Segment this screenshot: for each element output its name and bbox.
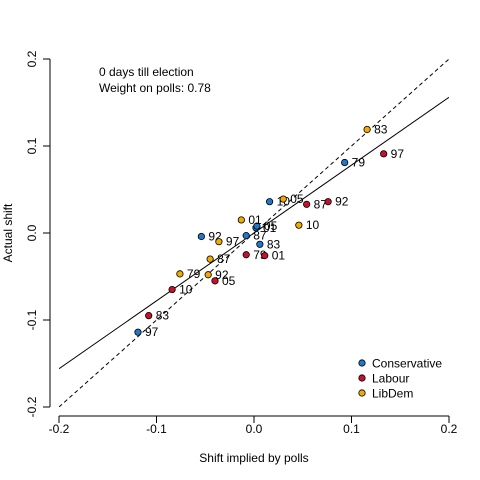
lines — [59, 59, 449, 407]
x-tick-label: 0.1 — [343, 422, 360, 436]
annotation-days: 0 days till election — [99, 65, 194, 79]
points: 9792878301051079831005790187929779928797… — [134, 122, 405, 339]
point-label: 92 — [215, 268, 229, 282]
x-tick-label: -0.2 — [49, 422, 70, 436]
point-label: 87 — [253, 229, 267, 243]
y-tick-label: 0.0 — [25, 224, 39, 241]
y-axis-label: Actual shift — [1, 203, 15, 262]
data-point — [256, 240, 264, 248]
data-point — [265, 198, 274, 206]
legend-marker — [358, 389, 366, 397]
point-label: 83 — [267, 237, 281, 251]
data-point — [237, 216, 245, 224]
data-point — [242, 232, 250, 240]
x-tick-label: 0.0 — [246, 422, 263, 436]
point-label: 05 — [222, 274, 236, 288]
data-point — [176, 270, 184, 278]
point-label: 92 — [335, 195, 349, 209]
legend-label: LibDem — [372, 387, 413, 401]
point-label: 05 — [264, 219, 278, 233]
point-label: 05 — [290, 192, 304, 206]
point-label: 10 — [306, 218, 320, 232]
point-label: 97 — [145, 325, 159, 339]
point-label: 97 — [391, 147, 405, 161]
data-point — [168, 285, 176, 294]
data-point — [341, 158, 349, 167]
data-point — [253, 222, 261, 230]
legend-marker — [358, 359, 366, 367]
x-tick-label: 0.2 — [441, 422, 458, 436]
x-axis-label: Shift implied by polls — [199, 451, 308, 465]
data-point — [380, 150, 388, 158]
y-tick-label: 0.2 — [25, 50, 39, 67]
data-point — [279, 195, 287, 203]
point-label: 01 — [272, 249, 286, 263]
data-point — [145, 312, 153, 320]
data-point — [261, 252, 269, 260]
point-label: 01 — [263, 221, 277, 235]
data-point — [242, 251, 250, 259]
x-tick-label: -0.1 — [146, 422, 167, 436]
data-point — [295, 221, 303, 229]
point-label: 10 — [179, 283, 193, 297]
annotation-weight: Weight on polls: 0.78 — [99, 81, 211, 95]
point-label: 87 — [314, 197, 328, 211]
data-point — [197, 232, 205, 241]
data-point — [363, 125, 371, 134]
point-label: 79 — [352, 156, 366, 170]
y-tick-label: -0.1 — [25, 309, 39, 330]
legend-marker — [358, 374, 366, 382]
y-tick-label: -0.2 — [25, 396, 39, 417]
point-label: 79 — [187, 267, 201, 281]
point-label: 87 — [217, 252, 231, 266]
data-point — [303, 200, 311, 208]
data-point — [324, 198, 332, 206]
data-point — [206, 255, 214, 263]
y-tick-label: 0.1 — [25, 137, 39, 154]
data-point — [211, 277, 219, 285]
point-label: 97 — [226, 235, 240, 249]
fit-line — [59, 96, 449, 370]
axes: -0.2 -0.1 0.0 0.1 0.2 -0.2 -0.1 0.0 0.1 0.2 — [25, 50, 458, 436]
legend-label: Labour — [372, 372, 409, 386]
point-label: 83 — [374, 122, 388, 136]
data-point — [215, 238, 223, 246]
data-point — [134, 328, 142, 336]
legend-label: Conservative — [372, 357, 442, 371]
point-label: 83 — [156, 309, 170, 323]
data-point — [204, 271, 212, 279]
point-label: 01 — [248, 213, 262, 227]
